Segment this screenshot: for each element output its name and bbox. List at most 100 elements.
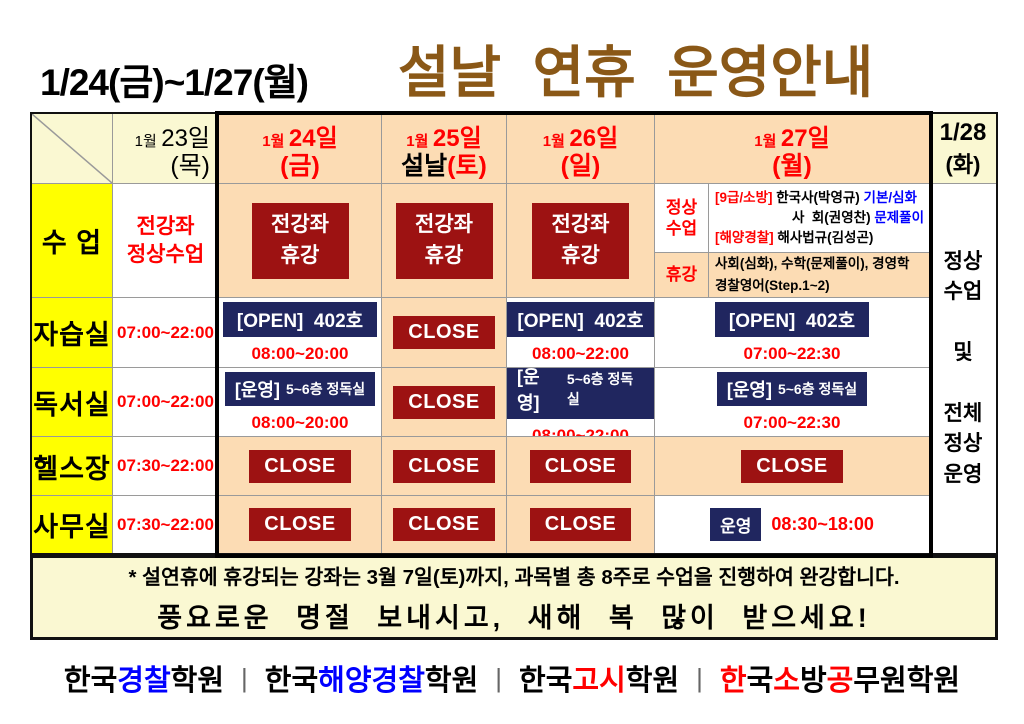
study-fri-hours: 08:00~20:00 xyxy=(251,343,349,363)
header-jan25-month: 1월 xyxy=(406,132,429,150)
office-mon-cell: 운영 08:30~18:00 xyxy=(655,496,929,553)
brand-seg: 한국 xyxy=(63,665,118,697)
diagonal-line xyxy=(32,114,112,183)
class-mon-normal-detail: [9급/소방] 한국사(박영규) 기본/심화 사 회(권영찬) 문제풀이 [해양… xyxy=(709,184,929,252)
brand-seg: 학원 xyxy=(424,665,479,697)
footer-note-band: * 설연휴에 휴강되는 강좌는 3월 7일(토)까지, 과목별 총 8주로 수업… xyxy=(30,555,998,640)
study-fri-cell: [OPEN] 402호 08:00~20:00 xyxy=(219,298,381,367)
reading-fri-cell: [운영] 5~6층 정독실 08:00~20:00 xyxy=(219,368,381,436)
brand-seg: 해양경찰 xyxy=(318,665,425,697)
office-mon-run-badge: 운영 xyxy=(710,508,762,541)
study-mon-hours: 07:00~22:30 xyxy=(743,343,841,363)
reading-fri-run-badge: [운영] 5~6층 정독실 xyxy=(224,371,376,406)
class-mon-line1-type: 기본/심화 xyxy=(863,189,917,205)
header-jan25: 1월 25일 설날(토) xyxy=(382,114,506,183)
reading-sun-hours: 08:00~22:00 xyxy=(532,425,629,437)
brand-coastguard-academy: 한국해양경찰학원 xyxy=(265,657,478,699)
reading-sun-run-text: 5~6층 정독실 xyxy=(566,370,634,407)
gym-fri-cell: CLOSE xyxy=(219,437,381,495)
office-mon-hours: 08:30~18:00 xyxy=(771,514,874,534)
gym-sun-cell: CLOSE xyxy=(507,437,654,495)
class-mon-cancel-cell: 휴강 사회(심화), 수학(문제풀이), 경영학 경찰영어(Step.1~2) xyxy=(655,253,929,297)
gym-mon-close-badge: CLOSE xyxy=(741,449,843,483)
office-sat-cell: CLOSE xyxy=(382,496,506,553)
office-thu-cell: 07:30~22:00 xyxy=(113,496,218,553)
brand-fire-academy: 한국소방공무원학원 xyxy=(720,657,960,699)
office-fri-cell: CLOSE xyxy=(219,496,381,553)
header-jan28-weekday: (화) xyxy=(945,151,981,177)
brand-seg: 한 xyxy=(719,665,747,697)
academy-brands: 한국경찰학원 | 한국해양경찰학원 | 한국 고시 학원 | 한국소방공무원학원 xyxy=(0,652,1024,704)
office-thu-hours: 07:30~22:00 xyxy=(117,514,214,534)
header-jan27-month: 1월 xyxy=(754,132,777,150)
header-jan23-weekday: (목) xyxy=(170,151,210,180)
corner-cell xyxy=(32,114,112,183)
reading-sun-run-badge: [운영] 5~6층 정독실 xyxy=(507,368,654,419)
class-mon-line2-type: 문제풀이 xyxy=(874,209,924,225)
class-cancel-badge: 전강좌 휴강 xyxy=(532,202,629,279)
study-sun-open-badge: [OPEN] 402호 xyxy=(507,301,654,337)
brand-police-academy: 한국경찰학원 xyxy=(64,657,224,699)
header-jan24-weekday: (금) xyxy=(280,151,320,180)
row-label-gym-text: 헬스장 xyxy=(33,453,111,484)
study-sun-cell: [OPEN] 402호 08:00~22:00 xyxy=(507,298,654,367)
reading-thu-hours: 07:00~22:00 xyxy=(117,392,214,411)
class-mon-line3-name: 해사법규(김성곤) xyxy=(773,230,874,246)
greeting-text: 풍요로운 명절 보내시고, 새해 복 많이 받으세요! xyxy=(157,603,871,633)
reading-sun-cell: [운영] 5~6층 정독실 08:00~22:00 xyxy=(507,368,654,436)
header-jan27: 1월 27일 (월) xyxy=(655,114,929,183)
brand-seg: 고시 xyxy=(572,665,626,697)
gym-mon-cell: CLOSE xyxy=(655,437,929,495)
office-sat-close-badge: CLOSE xyxy=(393,508,495,541)
class-mon-line1-name: 한국사(박영규) xyxy=(772,189,864,205)
header-jan24: 1월 24일 (금) xyxy=(219,114,381,183)
class-mon-normal-cell: 정상 수업 [9급/소방] 한국사(박영규) 기본/심화 사 회(권영찬) 문제… xyxy=(655,184,929,252)
study-mon-cell: [OPEN] 402호 07:00~22:30 xyxy=(655,298,929,367)
brand-seg: 국 xyxy=(746,665,774,697)
reading-mon-run-badge: [운영] 5~6층 정독실 xyxy=(716,371,868,406)
brand-separator: | xyxy=(495,662,503,693)
study-thu-cell: 07:00~22:00 xyxy=(113,298,218,367)
study-thu-hours: 07:00~22:00 xyxy=(117,322,214,342)
reading-fri-hours: 08:00~20:00 xyxy=(251,412,349,432)
class-mon-line3-tag: [해양경찰] xyxy=(715,230,774,246)
brand-separator: | xyxy=(696,662,703,693)
brand-seg: 무원학원 xyxy=(853,665,961,697)
gym-fri-close-badge: CLOSE xyxy=(249,449,351,483)
class-cancel-badge: 전강좌 휴강 xyxy=(395,202,493,279)
reading-mon-cell: [운영] 5~6층 정독실 07:00~22:30 xyxy=(655,368,929,436)
class-mon-line1-tag: [9급/소방] xyxy=(715,189,773,205)
header-jan25-weekday: (토) xyxy=(447,151,487,180)
page-title: 설날 연휴 운영안내 xyxy=(398,41,874,104)
brand-seg: 한국 xyxy=(264,665,319,697)
class-thu-text: 전강좌 정상수업 xyxy=(126,215,205,266)
class-mon-cancel-text: 사회(심화), 수학(문제풀이), 경영학 경찰영어(Step.1~2) xyxy=(715,256,910,293)
reading-sat-cell: CLOSE xyxy=(382,368,506,436)
schedule-table: 1월 23일 (목) 1월 24일 (금) 1월 25일 설날(토) 1월 26… xyxy=(30,111,998,558)
study-sat-cell: CLOSE xyxy=(382,298,506,367)
reading-sat-close-badge: CLOSE xyxy=(393,385,495,419)
class-thu-cell: 전강좌 정상수업 xyxy=(113,184,218,297)
header-jan27-weekday: (월) xyxy=(772,151,812,180)
row-label-office: 사무실 xyxy=(32,496,112,553)
makeup-note: * 설연휴에 휴강되는 강좌는 3월 7일(토)까지, 과목별 총 8주로 수업… xyxy=(128,566,900,589)
gym-thu-hours: 07:30~22:00 xyxy=(117,456,214,475)
gym-sat-cell: CLOSE xyxy=(382,437,506,495)
brand-separator: | xyxy=(241,662,248,693)
reading-sun-run-tag: [운영] xyxy=(517,368,540,413)
brand-seg: 소 xyxy=(773,665,800,697)
office-sun-cell: CLOSE xyxy=(507,496,654,553)
row-label-office-text: 사무실 xyxy=(33,512,111,542)
reading-mon-run-tag: [운영] xyxy=(726,379,772,400)
class-sun-cell: 전강좌 휴강 xyxy=(507,184,654,297)
tue-note-cell: 정상 수업 및 전체 정상 운영 xyxy=(930,184,996,553)
class-cancel-badge: 전강좌 휴강 xyxy=(251,202,349,279)
header-jan26: 1월 26일 (일) xyxy=(507,114,654,183)
study-mon-open-badge: [OPEN] 402호 xyxy=(714,301,870,337)
header-jan23-day: 23일 xyxy=(161,124,210,152)
header-jan23: 1월 23일 (목) xyxy=(113,114,218,183)
header-jan25-seollal: 설날 xyxy=(401,151,448,180)
header-jan24-month: 1월 xyxy=(262,132,285,150)
brand-seg: 방 xyxy=(799,665,827,697)
class-sat-cell: 전강좌 휴강 xyxy=(382,184,506,297)
